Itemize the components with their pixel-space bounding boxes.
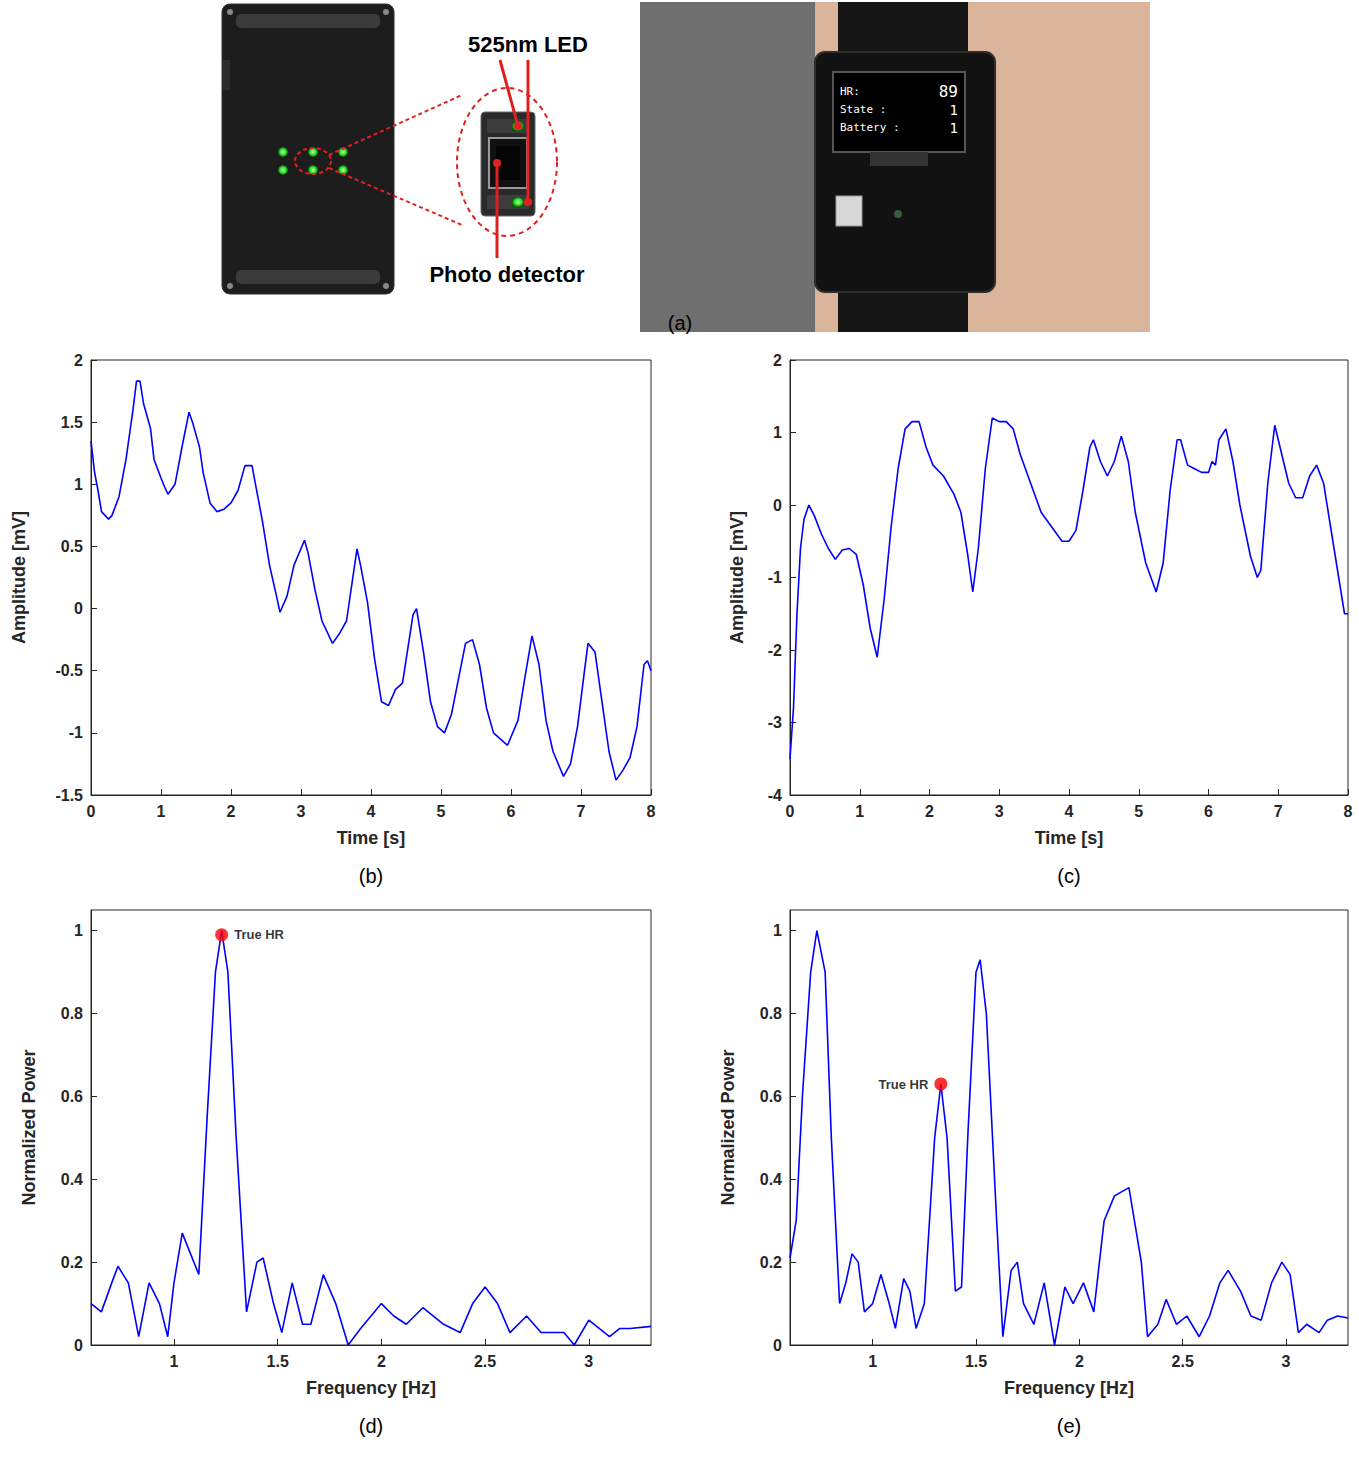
svg-text:0.4: 0.4 xyxy=(61,1171,83,1188)
html-text:(b): (b) xyxy=(358,865,384,887)
svg-text:1: 1 xyxy=(157,803,166,820)
svg-text:5: 5 xyxy=(1134,803,1143,820)
svg-text:1: 1 xyxy=(74,476,83,493)
svg-text:7: 7 xyxy=(1274,803,1283,820)
svg-text:0.2: 0.2 xyxy=(61,1254,83,1271)
svg-text:True HR: True HR xyxy=(234,927,284,942)
svg-text:0.5: 0.5 xyxy=(61,538,83,555)
svg-text:3: 3 xyxy=(297,803,306,820)
svg-text:0.2: 0.2 xyxy=(760,1254,782,1271)
svg-text:Battery :: Battery : xyxy=(840,121,900,134)
html-text:(e): (e) xyxy=(1056,1415,1082,1437)
svg-text:3: 3 xyxy=(1282,1353,1291,1370)
svg-text:Photo detector: Photo detector xyxy=(429,262,585,287)
svg-text:2: 2 xyxy=(925,803,934,820)
svg-text:1.5: 1.5 xyxy=(267,1353,289,1370)
svg-text:2.5: 2.5 xyxy=(1172,1353,1194,1370)
svg-text:2: 2 xyxy=(74,352,83,369)
svg-text:Normalized Power: Normalized Power xyxy=(19,1049,39,1205)
svg-text:-2: -2 xyxy=(768,642,782,659)
svg-text:Normalized Power: Normalized Power xyxy=(718,1049,738,1205)
svg-text:HR:: HR: xyxy=(840,85,860,98)
svg-text:4: 4 xyxy=(367,803,376,820)
svg-text:1: 1 xyxy=(950,120,958,136)
svg-text:0: 0 xyxy=(773,497,782,514)
svg-text:7: 7 xyxy=(577,803,586,820)
svg-text:0: 0 xyxy=(786,803,795,820)
svg-text:8: 8 xyxy=(647,803,656,820)
svg-text:True HR: True HR xyxy=(879,1077,929,1092)
svg-text:2.5: 2.5 xyxy=(474,1353,496,1370)
svg-text:2: 2 xyxy=(227,803,236,820)
svg-text:2: 2 xyxy=(773,352,782,369)
svg-text:-1: -1 xyxy=(768,569,782,586)
svg-text:3: 3 xyxy=(584,1353,593,1370)
svg-text:State :: State : xyxy=(840,103,886,116)
svg-text:2: 2 xyxy=(377,1353,386,1370)
svg-text:Frequency [Hz]: Frequency [Hz] xyxy=(306,1378,436,1398)
svg-text:8: 8 xyxy=(1344,803,1353,820)
svg-text:525nm LED: 525nm LED xyxy=(468,32,588,57)
svg-text:0: 0 xyxy=(74,600,83,617)
html-text:(a): (a) xyxy=(667,312,693,334)
svg-text:1: 1 xyxy=(868,1353,877,1370)
svg-text:1.5: 1.5 xyxy=(965,1353,987,1370)
svg-text:Amplitude [mV]: Amplitude [mV] xyxy=(727,511,747,644)
svg-text:-0.5: -0.5 xyxy=(55,662,83,679)
svg-text:0.6: 0.6 xyxy=(61,1088,83,1105)
svg-text:-3: -3 xyxy=(768,714,782,731)
svg-text:-1: -1 xyxy=(69,724,83,741)
svg-text:1: 1 xyxy=(855,803,864,820)
svg-text:4: 4 xyxy=(1065,803,1074,820)
svg-text:6: 6 xyxy=(507,803,516,820)
svg-text:1: 1 xyxy=(170,1353,179,1370)
svg-text:5: 5 xyxy=(437,803,446,820)
html-text:(d): (d) xyxy=(358,1415,384,1437)
svg-text:1: 1 xyxy=(950,102,958,118)
svg-text:-4: -4 xyxy=(768,787,782,804)
svg-text:1.5: 1.5 xyxy=(61,414,83,431)
svg-text:1: 1 xyxy=(773,922,782,939)
svg-text:0: 0 xyxy=(74,1337,83,1354)
svg-text:Amplitude [mV]: Amplitude [mV] xyxy=(9,511,29,644)
html-text:(c): (c) xyxy=(1057,865,1081,887)
svg-text:0: 0 xyxy=(773,1337,782,1354)
svg-text:Time [s]: Time [s] xyxy=(1035,828,1104,848)
svg-text:Time [s]: Time [s] xyxy=(337,828,406,848)
svg-text:0.4: 0.4 xyxy=(760,1171,782,1188)
svg-text:2: 2 xyxy=(1075,1353,1084,1370)
svg-text:0.8: 0.8 xyxy=(61,1005,83,1022)
svg-text:6: 6 xyxy=(1204,803,1213,820)
svg-text:0: 0 xyxy=(87,803,96,820)
svg-text:0.8: 0.8 xyxy=(760,1005,782,1022)
svg-text:1: 1 xyxy=(74,922,83,939)
svg-text:3: 3 xyxy=(995,803,1004,820)
svg-text:Frequency [Hz]: Frequency [Hz] xyxy=(1004,1378,1134,1398)
svg-text:89: 89 xyxy=(939,82,958,101)
svg-text:-1.5: -1.5 xyxy=(55,787,83,804)
svg-text:1: 1 xyxy=(773,424,782,441)
svg-text:0.6: 0.6 xyxy=(760,1088,782,1105)
